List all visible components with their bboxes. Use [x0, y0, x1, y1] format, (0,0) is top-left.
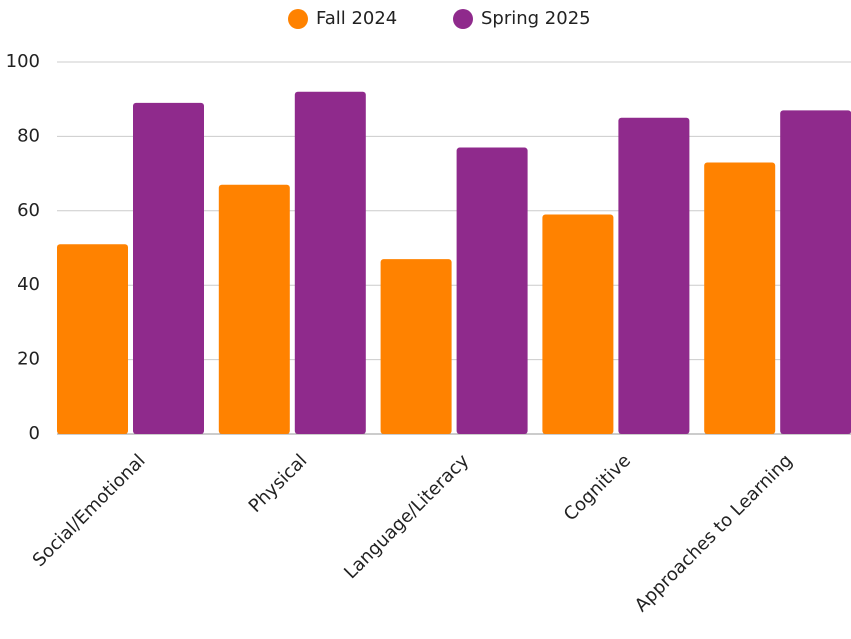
- bar: [618, 117, 690, 435]
- legend-swatch: [453, 9, 473, 29]
- bar: [704, 162, 776, 434]
- x-tick-label: Social/Emotional: [29, 450, 150, 571]
- legend-swatch: [288, 9, 308, 29]
- y-tick-label: 80: [17, 125, 40, 146]
- y-tick-label: 20: [17, 349, 40, 370]
- bar: [294, 91, 366, 434]
- y-tick-label: 100: [6, 51, 40, 72]
- y-tick-label: 40: [17, 274, 40, 295]
- x-tick-label: Cognitive: [560, 450, 635, 525]
- bar: [456, 147, 528, 434]
- bar: [542, 214, 614, 434]
- y-tick-label: 0: [29, 423, 40, 444]
- bar: [57, 244, 128, 434]
- bar: [133, 102, 204, 435]
- y-tick-label: 60: [17, 200, 40, 221]
- x-tick-label: Language/Literacy: [340, 450, 473, 583]
- bar: [380, 259, 452, 434]
- x-tick-label: Physical: [245, 450, 312, 517]
- bar: [780, 110, 851, 434]
- legend-label: Spring 2025: [481, 8, 591, 29]
- x-tick-label: Approaches to Learning: [631, 450, 797, 616]
- legend-label: Fall 2024: [316, 8, 397, 29]
- bar: [218, 184, 290, 434]
